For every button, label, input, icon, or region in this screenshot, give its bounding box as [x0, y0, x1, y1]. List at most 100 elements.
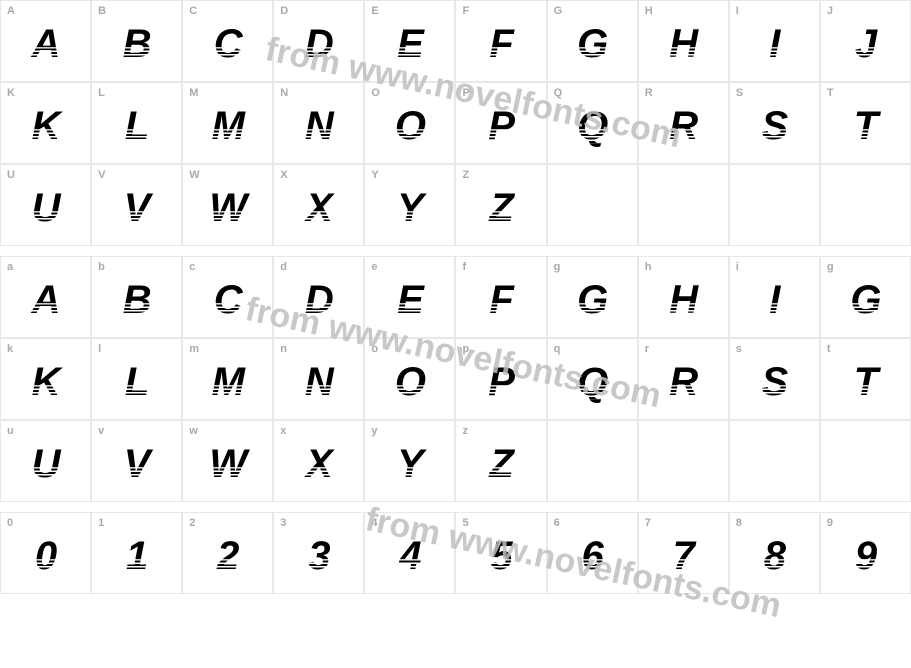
cell-key-label: N — [280, 87, 288, 99]
glyph-display: V — [124, 188, 150, 228]
glyph-display: Z — [489, 444, 512, 484]
charmap-cell: gG — [547, 256, 638, 338]
glyph-display: W — [209, 188, 246, 228]
charmap-cell: 22 — [182, 512, 273, 594]
charmap-cell: DD — [273, 0, 364, 82]
cell-key-label: Y — [371, 169, 378, 181]
cell-key-label: 4 — [371, 517, 377, 529]
charmap-cell — [547, 164, 638, 246]
cell-key-label: J — [827, 5, 833, 17]
font-character-map: AABBCCDDEEFFGGHHIIJJKKLLMMNNOOPPQQRRSSTT… — [0, 0, 911, 594]
cell-key-label: c — [189, 261, 195, 273]
charmap-cell: PP — [455, 82, 546, 164]
glyph-display: N — [305, 362, 333, 402]
charmap-cell: 00 — [0, 512, 91, 594]
cell-key-label: 0 — [7, 517, 13, 529]
cell-key-label: 6 — [554, 517, 560, 529]
charmap-cell: oO — [364, 338, 455, 420]
cell-key-label: a — [7, 261, 13, 273]
glyph-display: J — [855, 24, 876, 64]
glyph-display: Q — [577, 362, 607, 402]
charmap-cell: tT — [820, 338, 911, 420]
cell-key-label: u — [7, 425, 14, 437]
charmap-cell: YY — [364, 164, 455, 246]
charmap-cell: qQ — [547, 338, 638, 420]
cell-key-label: q — [554, 343, 561, 355]
glyph-display: I — [769, 24, 779, 64]
charmap-cell — [729, 420, 820, 502]
charmap-cell: 77 — [638, 512, 729, 594]
charmap-cell: cC — [182, 256, 273, 338]
charmap-cell: AA — [0, 0, 91, 82]
cell-key-label: 7 — [645, 517, 651, 529]
cell-key-label: A — [7, 5, 15, 17]
charmap-cell: lL — [91, 338, 182, 420]
glyph-display: F — [489, 24, 512, 64]
charmap-cell: GG — [547, 0, 638, 82]
cell-key-label: l — [98, 343, 101, 355]
cell-key-label: O — [371, 87, 380, 99]
glyph-display: G — [850, 280, 880, 320]
cell-key-label: h — [645, 261, 652, 273]
charmap-cell: vV — [91, 420, 182, 502]
cell-key-label: X — [280, 169, 287, 181]
charmap-cell: NN — [273, 82, 364, 164]
row-spacer — [0, 246, 911, 256]
charmap-cell: WW — [182, 164, 273, 246]
glyph-display: A — [32, 280, 60, 320]
charmap-cell: UU — [0, 164, 91, 246]
glyph-display: T — [854, 106, 877, 146]
glyph-display: H — [669, 24, 697, 64]
glyph-display: E — [397, 24, 423, 64]
charmap-cell: VV — [91, 164, 182, 246]
glyph-display: N — [305, 106, 333, 146]
cell-key-label: H — [645, 5, 653, 17]
cell-key-label: e — [371, 261, 377, 273]
cell-key-label: r — [645, 343, 649, 355]
glyph-display: C — [214, 280, 242, 320]
charmap-cell: XX — [273, 164, 364, 246]
cell-key-label: 2 — [189, 517, 195, 529]
cell-key-label: t — [827, 343, 831, 355]
glyph-display: M — [212, 106, 244, 146]
glyph-display: M — [212, 362, 244, 402]
cell-key-label: y — [371, 425, 377, 437]
charmap-cell: QQ — [547, 82, 638, 164]
glyph-display: B — [123, 280, 151, 320]
charmap-cell: EE — [364, 0, 455, 82]
charmap-cell: SS — [729, 82, 820, 164]
charmap-cell: FF — [455, 0, 546, 82]
cell-key-label: 3 — [280, 517, 286, 529]
glyph-display: X — [306, 444, 332, 484]
glyph-display: F — [489, 280, 512, 320]
charmap-cell: HH — [638, 0, 729, 82]
glyph-display: R — [669, 106, 697, 146]
charmap-cell: mM — [182, 338, 273, 420]
cell-key-label: 5 — [462, 517, 468, 529]
glyph-display: B — [123, 24, 151, 64]
cell-key-label: Z — [462, 169, 469, 181]
charmap-cell — [820, 164, 911, 246]
cell-key-label: 8 — [736, 517, 742, 529]
cell-key-label: p — [462, 343, 469, 355]
glyph-display: W — [209, 444, 246, 484]
cell-key-label: I — [736, 5, 739, 17]
cell-key-label: i — [736, 261, 739, 273]
charmap-cell: 99 — [820, 512, 911, 594]
cell-key-label: Q — [554, 87, 563, 99]
charmap-cell: hH — [638, 256, 729, 338]
glyph-display: R — [669, 362, 697, 402]
cell-key-label: g — [827, 261, 834, 273]
charmap-cell: KK — [0, 82, 91, 164]
charmap-cell: MM — [182, 82, 273, 164]
charmap-cell: JJ — [820, 0, 911, 82]
cell-key-label: S — [736, 87, 743, 99]
glyph-display: S — [762, 362, 788, 402]
charmap-cell: sS — [729, 338, 820, 420]
charmap-cell — [638, 420, 729, 502]
charmap-cell: 33 — [273, 512, 364, 594]
glyph-display: 1 — [126, 536, 147, 576]
glyph-display: G — [577, 280, 607, 320]
cell-key-label: B — [98, 5, 106, 17]
cell-key-label: s — [736, 343, 742, 355]
